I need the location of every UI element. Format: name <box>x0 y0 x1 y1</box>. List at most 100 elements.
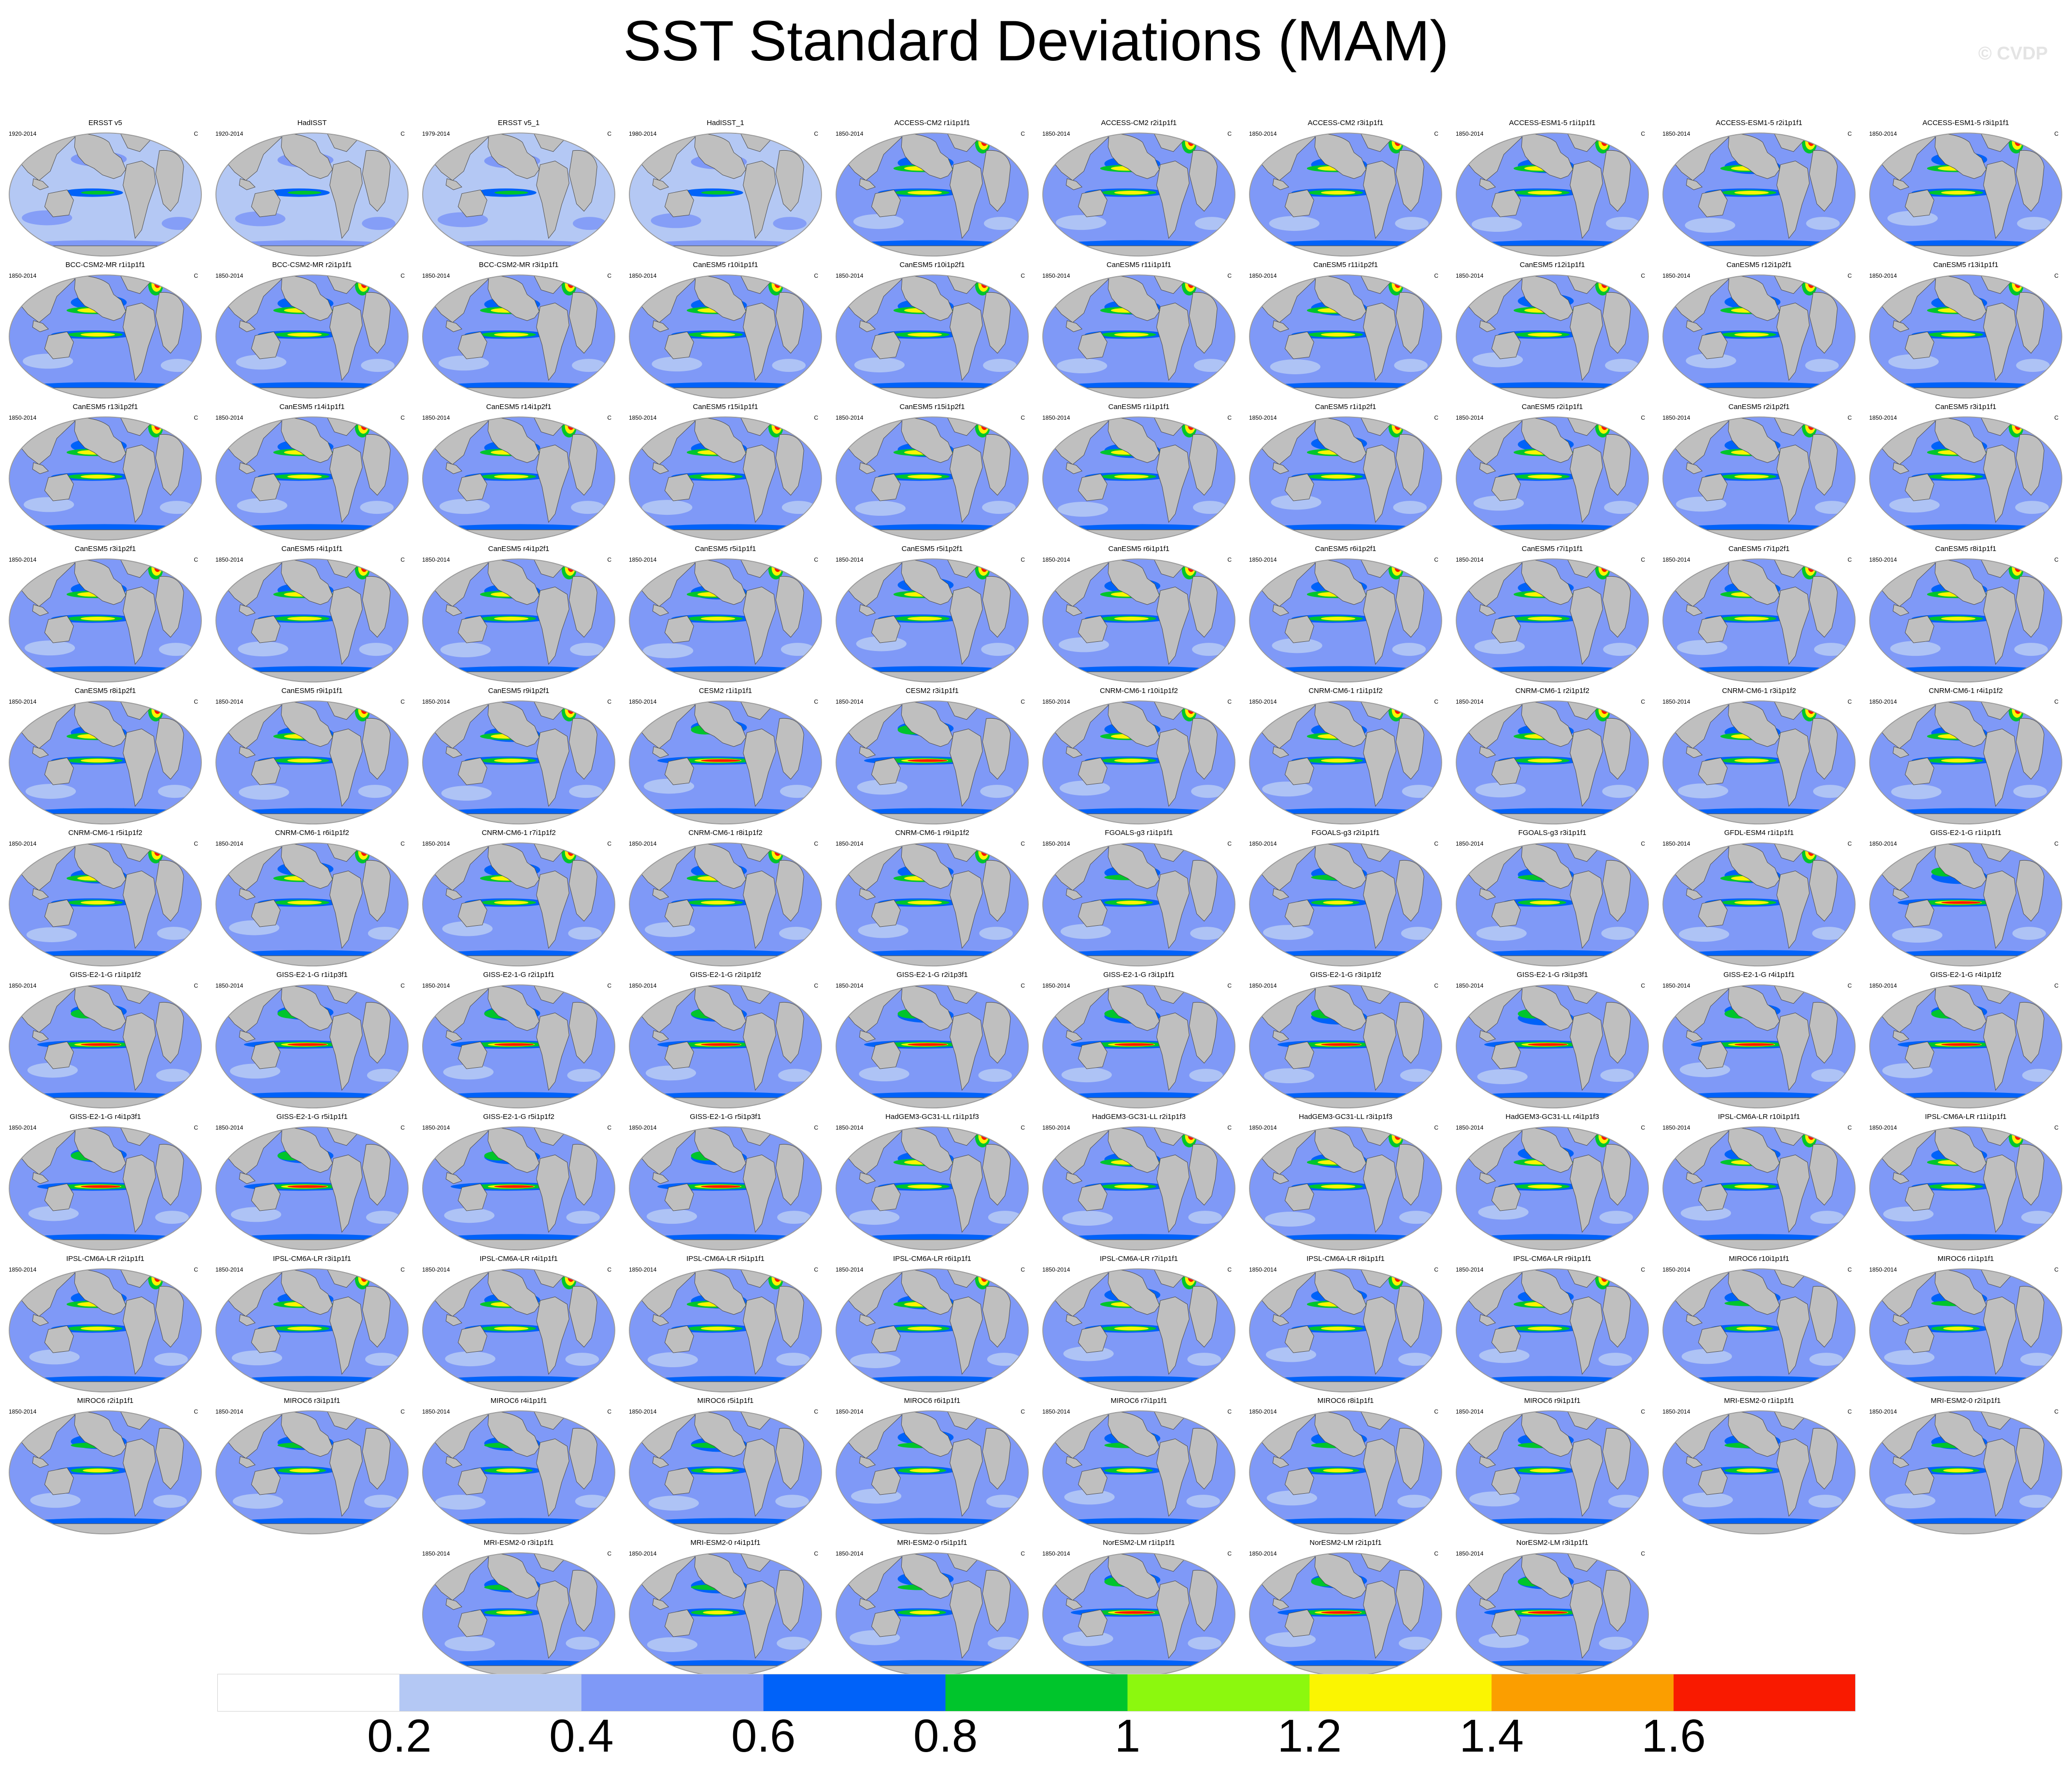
sst-contour <box>859 1066 909 1082</box>
map-panel: ERSST v5 1920-2014 C <box>2 119 209 259</box>
land-mass <box>871 1325 901 1353</box>
land-mass <box>871 331 901 359</box>
land-mass <box>871 615 901 643</box>
land-mass <box>1272 888 1290 900</box>
panel-unit: C <box>2054 130 2058 137</box>
north-atlantic-hotspot <box>1394 1273 1401 1282</box>
land-mass <box>652 1598 669 1610</box>
sst-contour <box>1186 1495 1220 1508</box>
land-mass <box>652 462 669 474</box>
panel-unit: C <box>1847 556 1852 563</box>
land-mass <box>457 473 487 501</box>
land-mass <box>1479 320 1496 332</box>
sst-contour <box>159 643 193 656</box>
world-map <box>1456 558 1649 683</box>
sst-contour <box>1476 926 1527 941</box>
panel-title: CanESM5 r11i1p2f1 <box>1313 261 1378 269</box>
equatorial-band <box>80 333 115 337</box>
map-outline <box>1662 274 1856 399</box>
north-atlantic-hotspot <box>774 421 781 430</box>
map-outline <box>215 132 409 257</box>
panel-unit: C <box>1434 272 1438 279</box>
land-mass <box>652 1456 669 1468</box>
land-mass <box>664 899 694 927</box>
map-panel: CanESM5 r9i1p1f1 1850-2014 C <box>209 687 415 827</box>
sst-contour <box>1190 927 1224 940</box>
panel-years: 1850-2014 <box>215 1266 243 1273</box>
panel-years: 1850-2014 <box>1042 1408 1070 1415</box>
panel-years: 1850-2014 <box>836 1266 864 1273</box>
land-mass <box>1602 1002 1631 1064</box>
land-mass <box>1065 1172 1083 1184</box>
sst-contour <box>2021 1211 2055 1224</box>
panel-unit: C <box>1021 1550 1025 1557</box>
land-mass <box>32 462 49 474</box>
equatorial-band <box>80 475 115 479</box>
equatorial-band <box>81 1043 121 1046</box>
equatorial-band <box>907 191 942 195</box>
world-map <box>1456 984 1649 1109</box>
panel-unit: C <box>400 272 405 279</box>
land-mass <box>1065 1456 1083 1468</box>
sst-contour <box>1682 1492 1733 1508</box>
panel-unit: C <box>1021 698 1025 705</box>
land-mass <box>32 1172 49 1184</box>
land-mass <box>1904 1041 1934 1069</box>
north-atlantic-hotspot <box>1808 1131 1815 1140</box>
north-atlantic-hotspot <box>568 847 574 856</box>
sst-contour <box>1397 1495 1431 1508</box>
map-outline <box>1456 132 1649 257</box>
panel-years: 1850-2014 <box>836 698 864 705</box>
world-map <box>1662 1268 1856 1393</box>
land-mass <box>2015 292 2044 354</box>
panel-title: GISS-E2-1-G r1i1p3f1 <box>276 971 348 979</box>
panel-years: 1850-2014 <box>215 272 243 279</box>
colorbar-segment <box>1674 1674 1856 1712</box>
land-mass <box>155 1428 184 1490</box>
sst-contour <box>1890 641 1941 656</box>
land-mass <box>239 462 256 474</box>
panel-unit: C <box>1847 698 1852 705</box>
panel-unit: C <box>194 1124 198 1131</box>
north-atlantic-hotspot <box>981 421 988 430</box>
equatorial-band <box>287 191 322 195</box>
sst-contour <box>979 927 1013 940</box>
map-panel: CanESM5 r15i1p1f1 1850-2014 C <box>622 403 829 543</box>
panel-years: 1850-2014 <box>629 698 657 705</box>
land-mass <box>982 576 1011 638</box>
sst-contour <box>1814 643 1848 656</box>
land-mass <box>1156 728 1190 807</box>
panel-title: CanESM5 r14i1p1f1 <box>279 403 345 411</box>
cvdp-watermark: © CVDP <box>1978 43 2048 64</box>
land-mass <box>1809 434 1838 496</box>
map-panel: GISS-E2-1-G r4i1p1f1 1850-2014 C <box>1656 971 1862 1111</box>
sst-contour <box>1599 1637 1633 1650</box>
north-atlantic-hotspot <box>361 421 368 430</box>
panel-years: 1850-2014 <box>1869 982 1897 989</box>
panel-years: 1850-2014 <box>836 1408 864 1415</box>
land-mass <box>1065 1314 1083 1326</box>
sst-contour <box>980 785 1014 798</box>
equatorial-band <box>80 901 115 905</box>
sst-contour <box>360 501 394 514</box>
equatorial-band <box>908 1043 948 1046</box>
sst-contour <box>25 784 76 799</box>
land-mass <box>1065 604 1083 616</box>
sst-contour <box>643 643 694 658</box>
panel-title: CNRM-CM6-1 r7i1p1f2 <box>482 829 556 837</box>
world-map <box>1042 1410 1235 1535</box>
world-map <box>1662 416 1856 541</box>
land-mass <box>1363 1438 1396 1517</box>
map-outline <box>9 700 202 825</box>
panel-title: IPSL-CM6A-LR r2i1p1f1 <box>66 1255 144 1263</box>
map-panel: GISS-E2-1-G r5i1p3f1 1850-2014 C <box>622 1113 829 1253</box>
panel-unit: C <box>1021 1124 1025 1131</box>
map-panel: GISS-E2-1-G r4i1p1f2 1850-2014 C <box>1862 971 2069 1111</box>
land-mass <box>362 292 391 354</box>
panel-title: IPSL-CM6A-LR r4i1p1f1 <box>480 1255 558 1263</box>
land-mass <box>982 860 1011 922</box>
land-mass <box>329 1296 363 1375</box>
map-panel: GISS-E2-1-G r2i1p1f1 1850-2014 C <box>415 971 622 1111</box>
panel-unit: C <box>400 556 405 563</box>
map-panel: CESM2 r1i1p1f1 1850-2014 C <box>622 687 829 827</box>
